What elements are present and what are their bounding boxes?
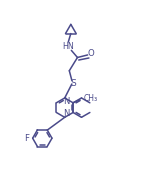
Text: S: S: [70, 79, 76, 88]
Text: HN: HN: [62, 42, 74, 51]
Text: F: F: [24, 134, 29, 143]
Text: N: N: [63, 109, 70, 118]
Text: CH₃: CH₃: [84, 94, 98, 104]
Text: N: N: [63, 97, 70, 106]
Text: O: O: [87, 49, 94, 58]
